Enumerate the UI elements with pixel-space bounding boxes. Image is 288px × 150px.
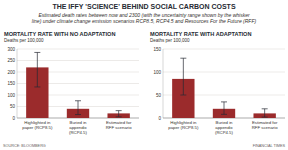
error-bar <box>116 111 122 117</box>
y-tick-label: 150 <box>7 81 15 86</box>
grid-line <box>17 49 139 50</box>
y-tick-label: 300 <box>7 47 15 52</box>
whisker <box>37 52 38 86</box>
x-tick-label: Highlighted inpaper (RCP8.5) <box>168 120 199 130</box>
whisker-cap <box>75 100 81 101</box>
chart-root: THE IFFY 'SCIENCE' BEHIND SOCIAL CARBON … <box>0 0 288 150</box>
text-line: line) under climate change emission scen… <box>32 18 257 24</box>
whisker <box>118 111 119 117</box>
whisker <box>224 102 225 114</box>
text-line: paper (RCP8.5) <box>22 125 53 130</box>
whisker-cap <box>262 108 268 109</box>
whisker-cap <box>180 58 186 59</box>
y-tick-label: 100 <box>153 70 161 75</box>
background <box>0 0 288 150</box>
x-tick-label: Buried inappendix(RCP4.5) <box>215 120 234 135</box>
whisker-cap <box>221 101 227 102</box>
text-line: RFF scenario <box>106 125 132 130</box>
plot-area <box>172 58 276 118</box>
error-bar <box>75 101 81 115</box>
whisker-cap <box>221 114 227 115</box>
y-tick-label: 250 <box>7 58 15 63</box>
error-bar <box>34 52 40 86</box>
text-line: RFF scenario <box>252 125 278 130</box>
source: SOURCE: BLOOMBERG <box>3 144 46 148</box>
chart-title: MORTALITY RATE WITH NO ADAPTATION <box>4 31 115 37</box>
y-tick-label: 0 <box>12 116 15 121</box>
text-line: (RCP4.5) <box>215 130 233 135</box>
chart: MORTALITY RATE WITH NO ADAPTATIONDeaths … <box>4 31 139 135</box>
whisker-cap <box>34 86 40 87</box>
x-tick-label: Highlighted inpaper (RCP8.5) <box>22 120 53 130</box>
grid-line <box>17 60 139 61</box>
whisker-cap <box>116 116 122 117</box>
whisker-cap <box>75 114 81 115</box>
whisker-cap <box>180 95 186 96</box>
whisker-cap <box>116 110 122 111</box>
chart: MORTALITY RATE WITH ADAPTATIONDeaths per… <box>150 31 285 135</box>
chart-title: MORTALITY RATE WITH ADAPTATION <box>150 31 252 37</box>
grid-line <box>163 95 285 96</box>
x-tick-label: Buried inappendix(RCP4.5) <box>69 120 88 135</box>
y-tick-label: 200 <box>7 70 15 75</box>
whisker-cap <box>262 117 268 118</box>
y-axis-label: Deaths per 100,000 <box>4 38 44 43</box>
error-bar <box>262 109 268 117</box>
y-tick-label: 50 <box>156 93 162 98</box>
whisker <box>264 109 265 117</box>
grid-line <box>163 72 285 73</box>
y-tick-label: 50 <box>10 104 16 109</box>
x-tick-label: Estimated forRFF scenario <box>106 120 132 130</box>
error-bar <box>221 102 227 114</box>
whisker-cap <box>34 52 40 53</box>
grid-line <box>163 49 285 50</box>
credit: FINANCIAL TIMES <box>253 144 286 148</box>
y-tick-label: 0 <box>158 116 161 121</box>
subtitle: Estimated death rates between now and 23… <box>32 12 257 24</box>
y-axis-line <box>163 49 164 118</box>
whisker <box>78 101 79 115</box>
y-tick-label: 150 <box>153 47 161 52</box>
text-line: paper (RCP8.5) <box>168 125 199 130</box>
y-axis-label: Deaths per 100,000 <box>150 38 190 43</box>
text-line: (RCP4.5) <box>69 130 87 135</box>
plot-area <box>26 52 130 118</box>
y-tick-label: 100 <box>7 93 15 98</box>
title: THE IFFY 'SCIENCE' BEHIND SOCIAL CARBON … <box>52 3 235 10</box>
x-tick-label: Estimated forRFF scenario <box>252 120 278 130</box>
whisker <box>183 58 184 95</box>
y-axis-line <box>17 49 18 118</box>
error-bar <box>180 58 186 95</box>
